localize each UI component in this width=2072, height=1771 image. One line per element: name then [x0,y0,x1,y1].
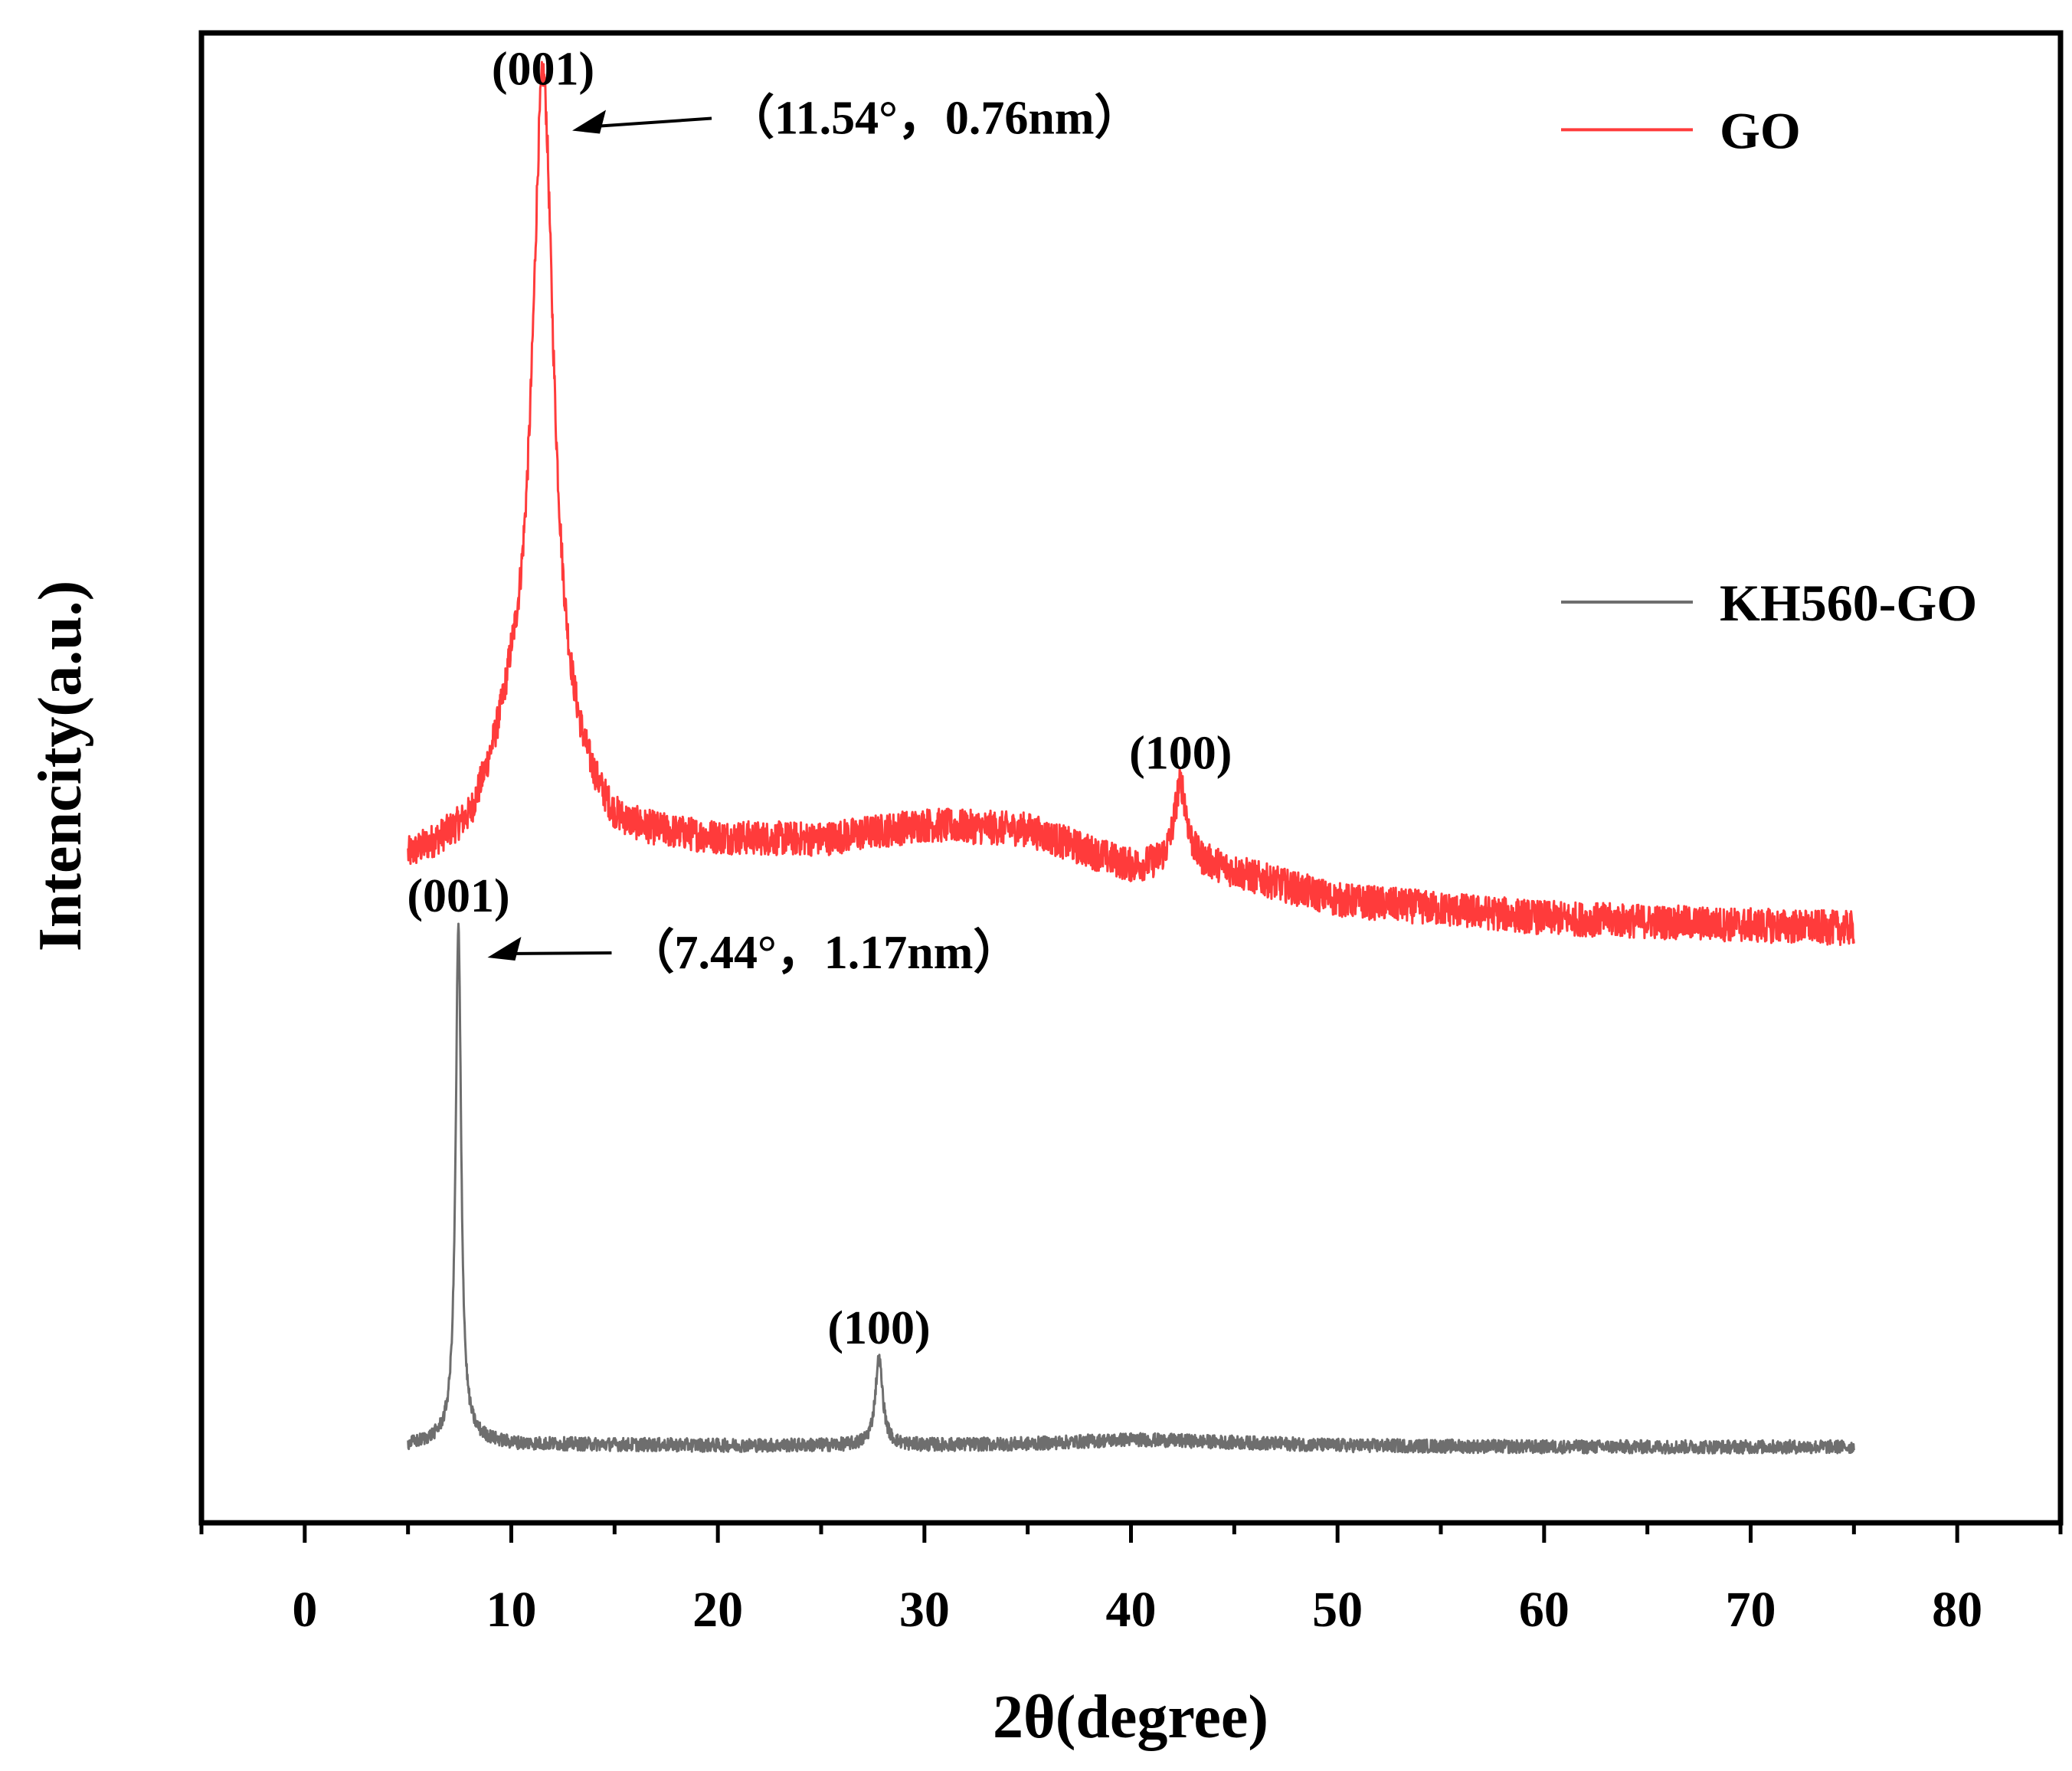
x-axis-ticks: 0 10 20 30 40 50 60 70 80 [199,1523,2063,1638]
legend-label: KH560-GO [1720,574,1977,632]
peak-label: (100) [827,1302,930,1354]
series-layer [407,61,1855,1455]
x-tick-label: 40 [1106,1582,1157,1638]
y-axis-title: Intencity(a.u.) [27,581,94,951]
peak-label: (100) [1129,727,1232,779]
peak-annotation: （11.54°，0.76nm） [727,91,1142,145]
x-axis-title: 2θ(degree) [993,1684,1268,1751]
series-line-kh560-go [407,922,1855,1455]
x-tick-label: 30 [899,1582,950,1638]
legend-label: GO [1720,101,1801,159]
annotation-layer: (001) （11.54°，0.76nm） (100) (001) （7.44°，1.1… [407,44,1232,1355]
peak-label: (001) [407,870,509,922]
peak-arrow-head [572,110,607,134]
legend: GO KH560-GO [1561,101,1977,632]
x-tick-label: 20 [692,1582,743,1638]
peak-arrow-shaft [504,951,612,955]
peak-arrow-head [487,937,522,961]
x-tick-label: 50 [1312,1582,1363,1638]
peak-arrow-shaft [588,116,712,129]
x-tick-label: 80 [1932,1582,1982,1638]
peak-annotation: （7.44°，1.17nm） [627,925,1020,979]
x-tick-label: 0 [292,1582,317,1638]
x-tick-label: 10 [486,1582,537,1638]
series-line-go [407,61,1855,946]
x-tick-label: 60 [1519,1582,1570,1638]
x-tick-label: 70 [1726,1582,1776,1638]
peak-label: (001) [492,44,594,96]
